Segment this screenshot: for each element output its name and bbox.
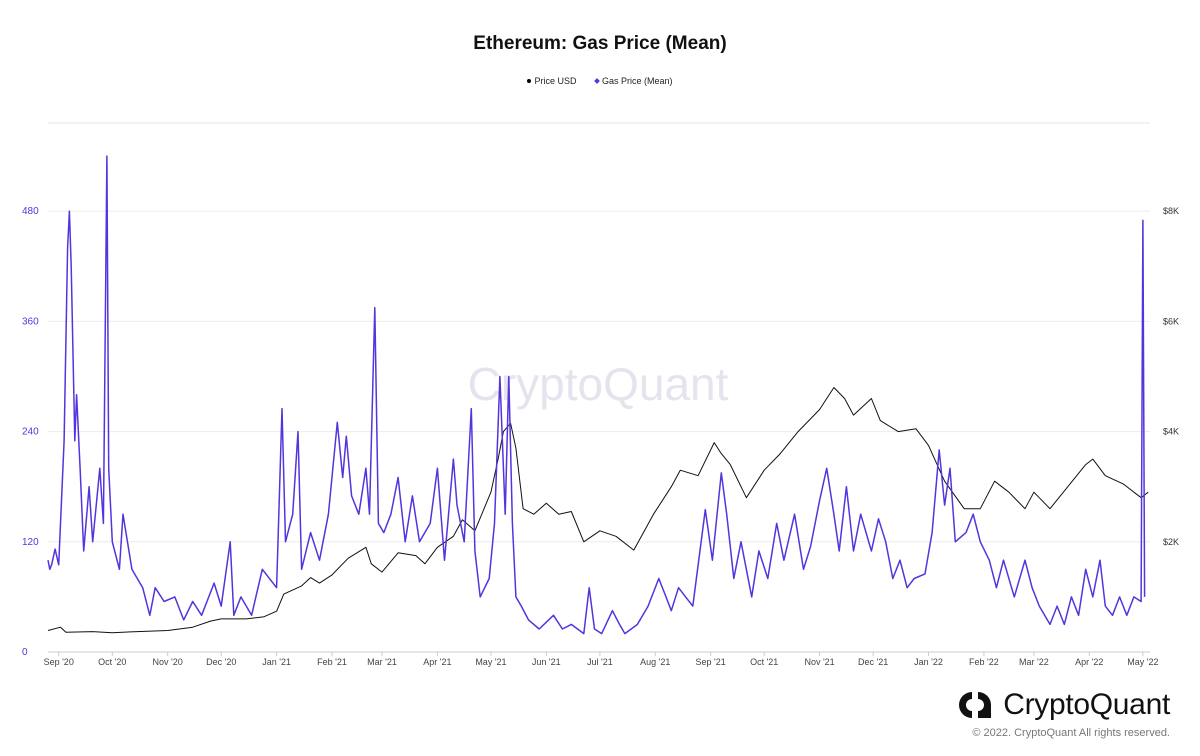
- legend-label-gas-price: Gas Price (Mean): [602, 76, 673, 86]
- x-axis-tick-label: Mar '22: [1019, 657, 1049, 667]
- left-axis-tick-label: 0: [22, 647, 28, 658]
- x-axis-tick-label: Aug '21: [640, 657, 670, 667]
- left-axis-tick-label: 120: [22, 537, 39, 548]
- x-axis-tick-label: Oct '20: [98, 657, 126, 667]
- right-axis-tick-label: $4K: [1163, 427, 1179, 437]
- x-axis-tick-label: Apr '22: [1075, 657, 1103, 667]
- x-axis-tick-label: Jan '21: [262, 657, 291, 667]
- x-axis-tick-label: Apr '21: [423, 657, 451, 667]
- left-axis-tick-label: 480: [22, 206, 39, 217]
- x-axis-tick-label: Jun '21: [532, 657, 561, 667]
- right-axis-tick-label: $6K: [1163, 316, 1179, 326]
- logo-text: CryptoQuant: [1003, 688, 1170, 721]
- x-axis-tick-label: Dec '21: [858, 657, 888, 667]
- watermark-text: CryptoQuant: [468, 358, 729, 410]
- chart-title: Ethereum: Gas Price (Mean): [473, 33, 727, 54]
- cryptoquant-logo: CryptoQuant: [957, 688, 1170, 722]
- x-axis-tick-label: Sep '21: [696, 657, 726, 667]
- x-axis-tick-label: Nov '21: [804, 657, 834, 667]
- x-axis-tick-label: Nov '20: [153, 657, 183, 667]
- left-axis-tick-label: 360: [22, 316, 39, 327]
- cryptoquant-logo-icon: [959, 692, 992, 718]
- x-axis-tick-label: Jan '22: [914, 657, 943, 667]
- legend-item-gas-price[interactable]: Gas Price (Mean): [594, 76, 673, 86]
- x-axis-tick-label: May '21: [475, 657, 506, 667]
- x-axis-tick-label: Sep '20: [44, 657, 74, 667]
- legend-item-price-usd[interactable]: Price USD: [527, 76, 576, 86]
- x-axis-tick-label: May '22: [1127, 657, 1158, 667]
- legend: Price USD Gas Price (Mean): [0, 76, 1200, 86]
- right-axis-tick-label: $2K: [1163, 537, 1179, 547]
- x-axis-tick-label: Jul '21: [587, 657, 613, 667]
- right-axis-tick-label: $8K: [1163, 206, 1179, 216]
- copyright-text: © 2022. CryptoQuant All rights reserved.: [972, 727, 1170, 739]
- x-axis-tick-label: Feb '21: [317, 657, 347, 667]
- x-axis-tick-label: Dec '20: [206, 657, 236, 667]
- x-axis-tick-label: Mar '21: [367, 657, 397, 667]
- left-axis-tick-label: 240: [22, 427, 39, 438]
- legend-label-price-usd: Price USD: [534, 76, 577, 86]
- chart-plot-area: 0 120 240 360 480 $2K $4K $6K $8K Sep '20 Oct '20 N…: [22, 122, 1179, 667]
- x-axis-tick-label: Feb '22: [969, 657, 999, 667]
- legend-dot-icon: [527, 79, 532, 83]
- gas-price-line: [47, 155, 1146, 635]
- x-axis-tick-label: Oct '21: [750, 657, 778, 667]
- price-usd-line: [47, 387, 1149, 634]
